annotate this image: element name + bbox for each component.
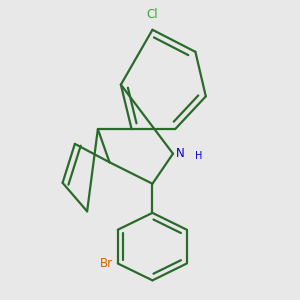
- Text: H: H: [195, 151, 202, 161]
- Text: Cl: Cl: [147, 8, 158, 21]
- Text: N: N: [176, 147, 184, 160]
- Text: Br: Br: [100, 257, 113, 270]
